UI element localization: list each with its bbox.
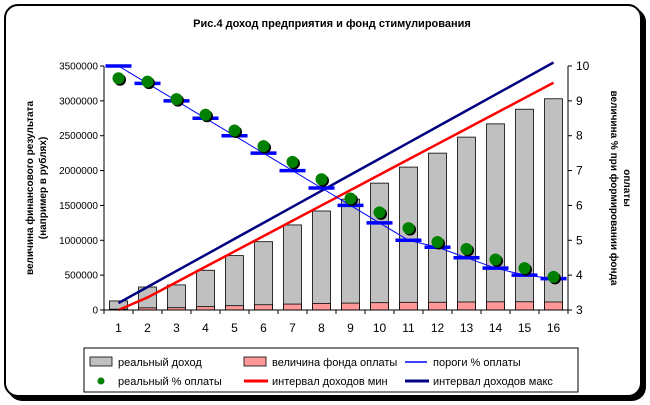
y-left-tick-label: 3500000 — [59, 62, 98, 73]
fund-bar — [312, 302, 331, 311]
y-right-tick-label: 3 — [576, 303, 583, 317]
chart-title: Рис.4 доход предприятия и фонд стимулиро… — [193, 18, 471, 30]
y-right-tick-label: 6 — [576, 198, 583, 212]
income-bar — [341, 198, 360, 311]
x-tick-label: 12 — [431, 321, 445, 335]
real-pct-point — [547, 270, 560, 283]
fund-bar — [428, 301, 447, 311]
y-right-tick-label: 5 — [576, 233, 583, 247]
legend-label: интервал доходов мин — [272, 376, 388, 388]
y-left-tick-label: 2000000 — [59, 166, 98, 177]
income-bar — [457, 136, 476, 311]
real-pct-point — [286, 155, 299, 168]
income-bar — [283, 224, 302, 311]
legend: реальный доход величина фонда оплаты порог… — [83, 347, 579, 393]
fund-bar — [457, 301, 476, 311]
y-left-tick-label: 0 — [92, 306, 98, 317]
fund-bar — [370, 302, 389, 311]
y-left-tick-label: 3000000 — [59, 96, 98, 107]
x-tick-label: 7 — [289, 321, 296, 335]
max-income-line — [117, 61, 555, 305]
fund-bar — [486, 301, 505, 311]
x-tick-label: 4 — [202, 321, 209, 335]
y-right-tick-label: 4 — [576, 268, 583, 282]
real-pct-point — [344, 192, 357, 205]
legend-label: интервал доходов макс — [433, 376, 553, 388]
x-tick-label: 9 — [347, 321, 354, 335]
y-right-tick-label: 10 — [576, 59, 590, 73]
legend-label: реальный доход — [118, 357, 202, 369]
fund-bar — [254, 304, 273, 311]
x-tick-label: 8 — [318, 321, 325, 335]
real-pct-point — [431, 236, 444, 249]
fund-bar — [544, 301, 563, 311]
real-pct-point — [228, 124, 241, 137]
income-bar — [225, 255, 244, 311]
real-pct-point — [315, 173, 328, 186]
real-pct-point — [518, 262, 531, 275]
x-tick-label: 6 — [260, 321, 267, 335]
legend-label: пороги % оплаты — [433, 357, 521, 369]
x-tick-label: 15 — [518, 321, 532, 335]
real-pct-point — [199, 108, 212, 121]
legend-swatch — [89, 356, 113, 367]
y-right-tick-label: 7 — [576, 164, 583, 178]
fund-bar — [341, 302, 360, 311]
legend-label: величина фонда оплаты — [272, 357, 397, 369]
x-tick-label: 2 — [144, 321, 151, 335]
real-pct-point — [170, 93, 183, 106]
y-right-label-line2: оплаты — [621, 169, 632, 207]
y-right-label-line1: величина % при формировании фонда — [608, 91, 620, 286]
y-right-tick-label: 9 — [576, 94, 583, 108]
legend-swatch — [97, 377, 105, 385]
real-pct-point — [460, 243, 473, 255]
real-pct-point — [112, 72, 125, 85]
x-tick-label: 10 — [373, 321, 387, 335]
income-bar — [312, 210, 331, 311]
fund-bar — [283, 303, 302, 311]
real-pct-point — [257, 140, 270, 153]
income-bar — [428, 152, 447, 311]
y-left-label-line2: (например в рублях) — [37, 137, 49, 240]
income-bar — [196, 269, 215, 311]
y-left-tick-label: 1500000 — [59, 201, 98, 212]
x-tick-label: 14 — [489, 321, 503, 335]
y-left-tick-label: 1000000 — [59, 236, 98, 247]
y-right-tick-label: 8 — [576, 129, 583, 143]
fund-bar — [515, 301, 534, 311]
x-tick-label: 11 — [402, 321, 415, 335]
y-left-tick-label: 500000 — [65, 271, 99, 282]
legend-label: реальный % оплаты — [118, 376, 222, 388]
income-bar — [254, 241, 273, 311]
real-pct-point — [373, 206, 386, 219]
real-pct-point — [141, 75, 154, 88]
fund-bar — [225, 305, 244, 311]
x-tick-label: 3 — [173, 321, 180, 335]
x-tick-label: 16 — [547, 321, 561, 335]
y-left-label-line1: величина финансового результата — [24, 101, 36, 275]
x-tick-label: 13 — [460, 321, 474, 335]
x-tick-label: 1 — [115, 321, 122, 335]
fund-bar — [399, 301, 418, 311]
fund-bar — [196, 306, 215, 311]
real-pct-point — [402, 222, 415, 235]
income-bar — [486, 123, 505, 311]
legend-swatch — [243, 356, 267, 367]
real-pct-point — [489, 253, 502, 266]
y-left-tick-label: 2500000 — [59, 131, 98, 142]
income-bar — [370, 182, 389, 311]
income-bar — [515, 108, 534, 311]
threshold-line — [118, 65, 554, 280]
x-tick-label: 5 — [231, 321, 238, 335]
income-bar — [167, 284, 186, 311]
min-income-line — [118, 81, 555, 312]
legend-box — [83, 347, 579, 393]
